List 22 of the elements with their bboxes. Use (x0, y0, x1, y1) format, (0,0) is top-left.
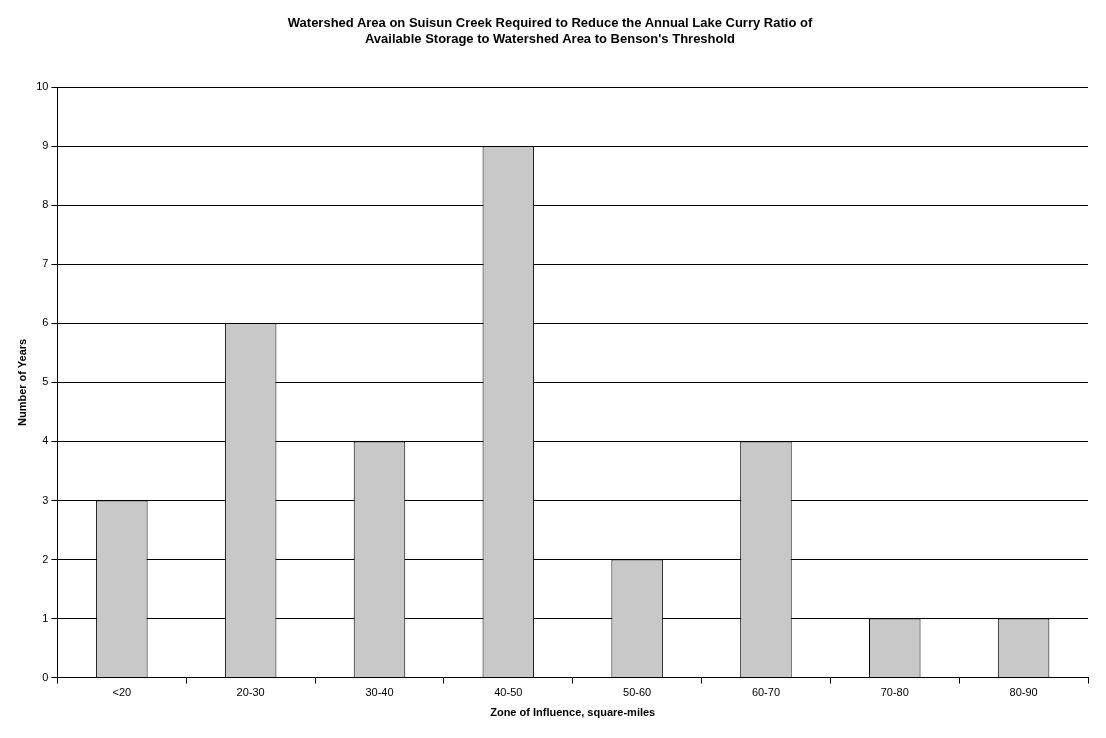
y-tick-label: 8 (42, 198, 49, 211)
x-tick-label: 50-60 (623, 686, 652, 699)
x-tick-label: 20-30 (236, 686, 265, 699)
y-axis-title: Number of Years (15, 338, 28, 427)
y-tick-label: 0 (42, 670, 49, 683)
x-axis-title: Zone of Influence, square-miles (490, 706, 656, 719)
y-tick-label: 6 (42, 316, 49, 329)
x-tick-label: <20 (112, 686, 132, 699)
y-tick-label: 4 (42, 434, 49, 447)
x-tick-label: 80-90 (1009, 686, 1038, 699)
y-tick-label: 9 (42, 139, 49, 152)
x-tick-label: 40-50 (494, 686, 523, 699)
x-tick-label: 60-70 (751, 686, 781, 699)
y-tick-label: 7 (42, 257, 49, 270)
y-tick-label: 5 (42, 375, 49, 388)
x-tick-label: 30-40 (365, 686, 394, 699)
y-tick-label: 10 (36, 80, 49, 93)
y-tick-label: 2 (42, 552, 49, 565)
y-tick-label: 1 (42, 611, 49, 624)
x-tick-label: 70-80 (880, 686, 909, 699)
y-tick-label: 3 (42, 493, 49, 506)
chart-title: Watershed Area on Suisun Creek Required to Reduce the Annual Lake Curry Ratio of Available Storage to Watershed Area to Benson's Threshold (287, 15, 813, 46)
